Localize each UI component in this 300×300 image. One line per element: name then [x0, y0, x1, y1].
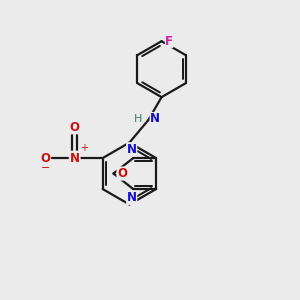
Text: N: N [127, 143, 137, 156]
Text: H: H [134, 114, 142, 124]
Text: +: + [80, 143, 88, 153]
Text: N: N [70, 152, 80, 165]
Text: O: O [40, 152, 50, 165]
Text: N: N [150, 112, 160, 125]
Text: F: F [165, 35, 173, 48]
Text: O: O [70, 121, 80, 134]
Text: O: O [117, 167, 127, 180]
Text: N: N [127, 191, 137, 204]
Text: −: − [40, 163, 50, 173]
